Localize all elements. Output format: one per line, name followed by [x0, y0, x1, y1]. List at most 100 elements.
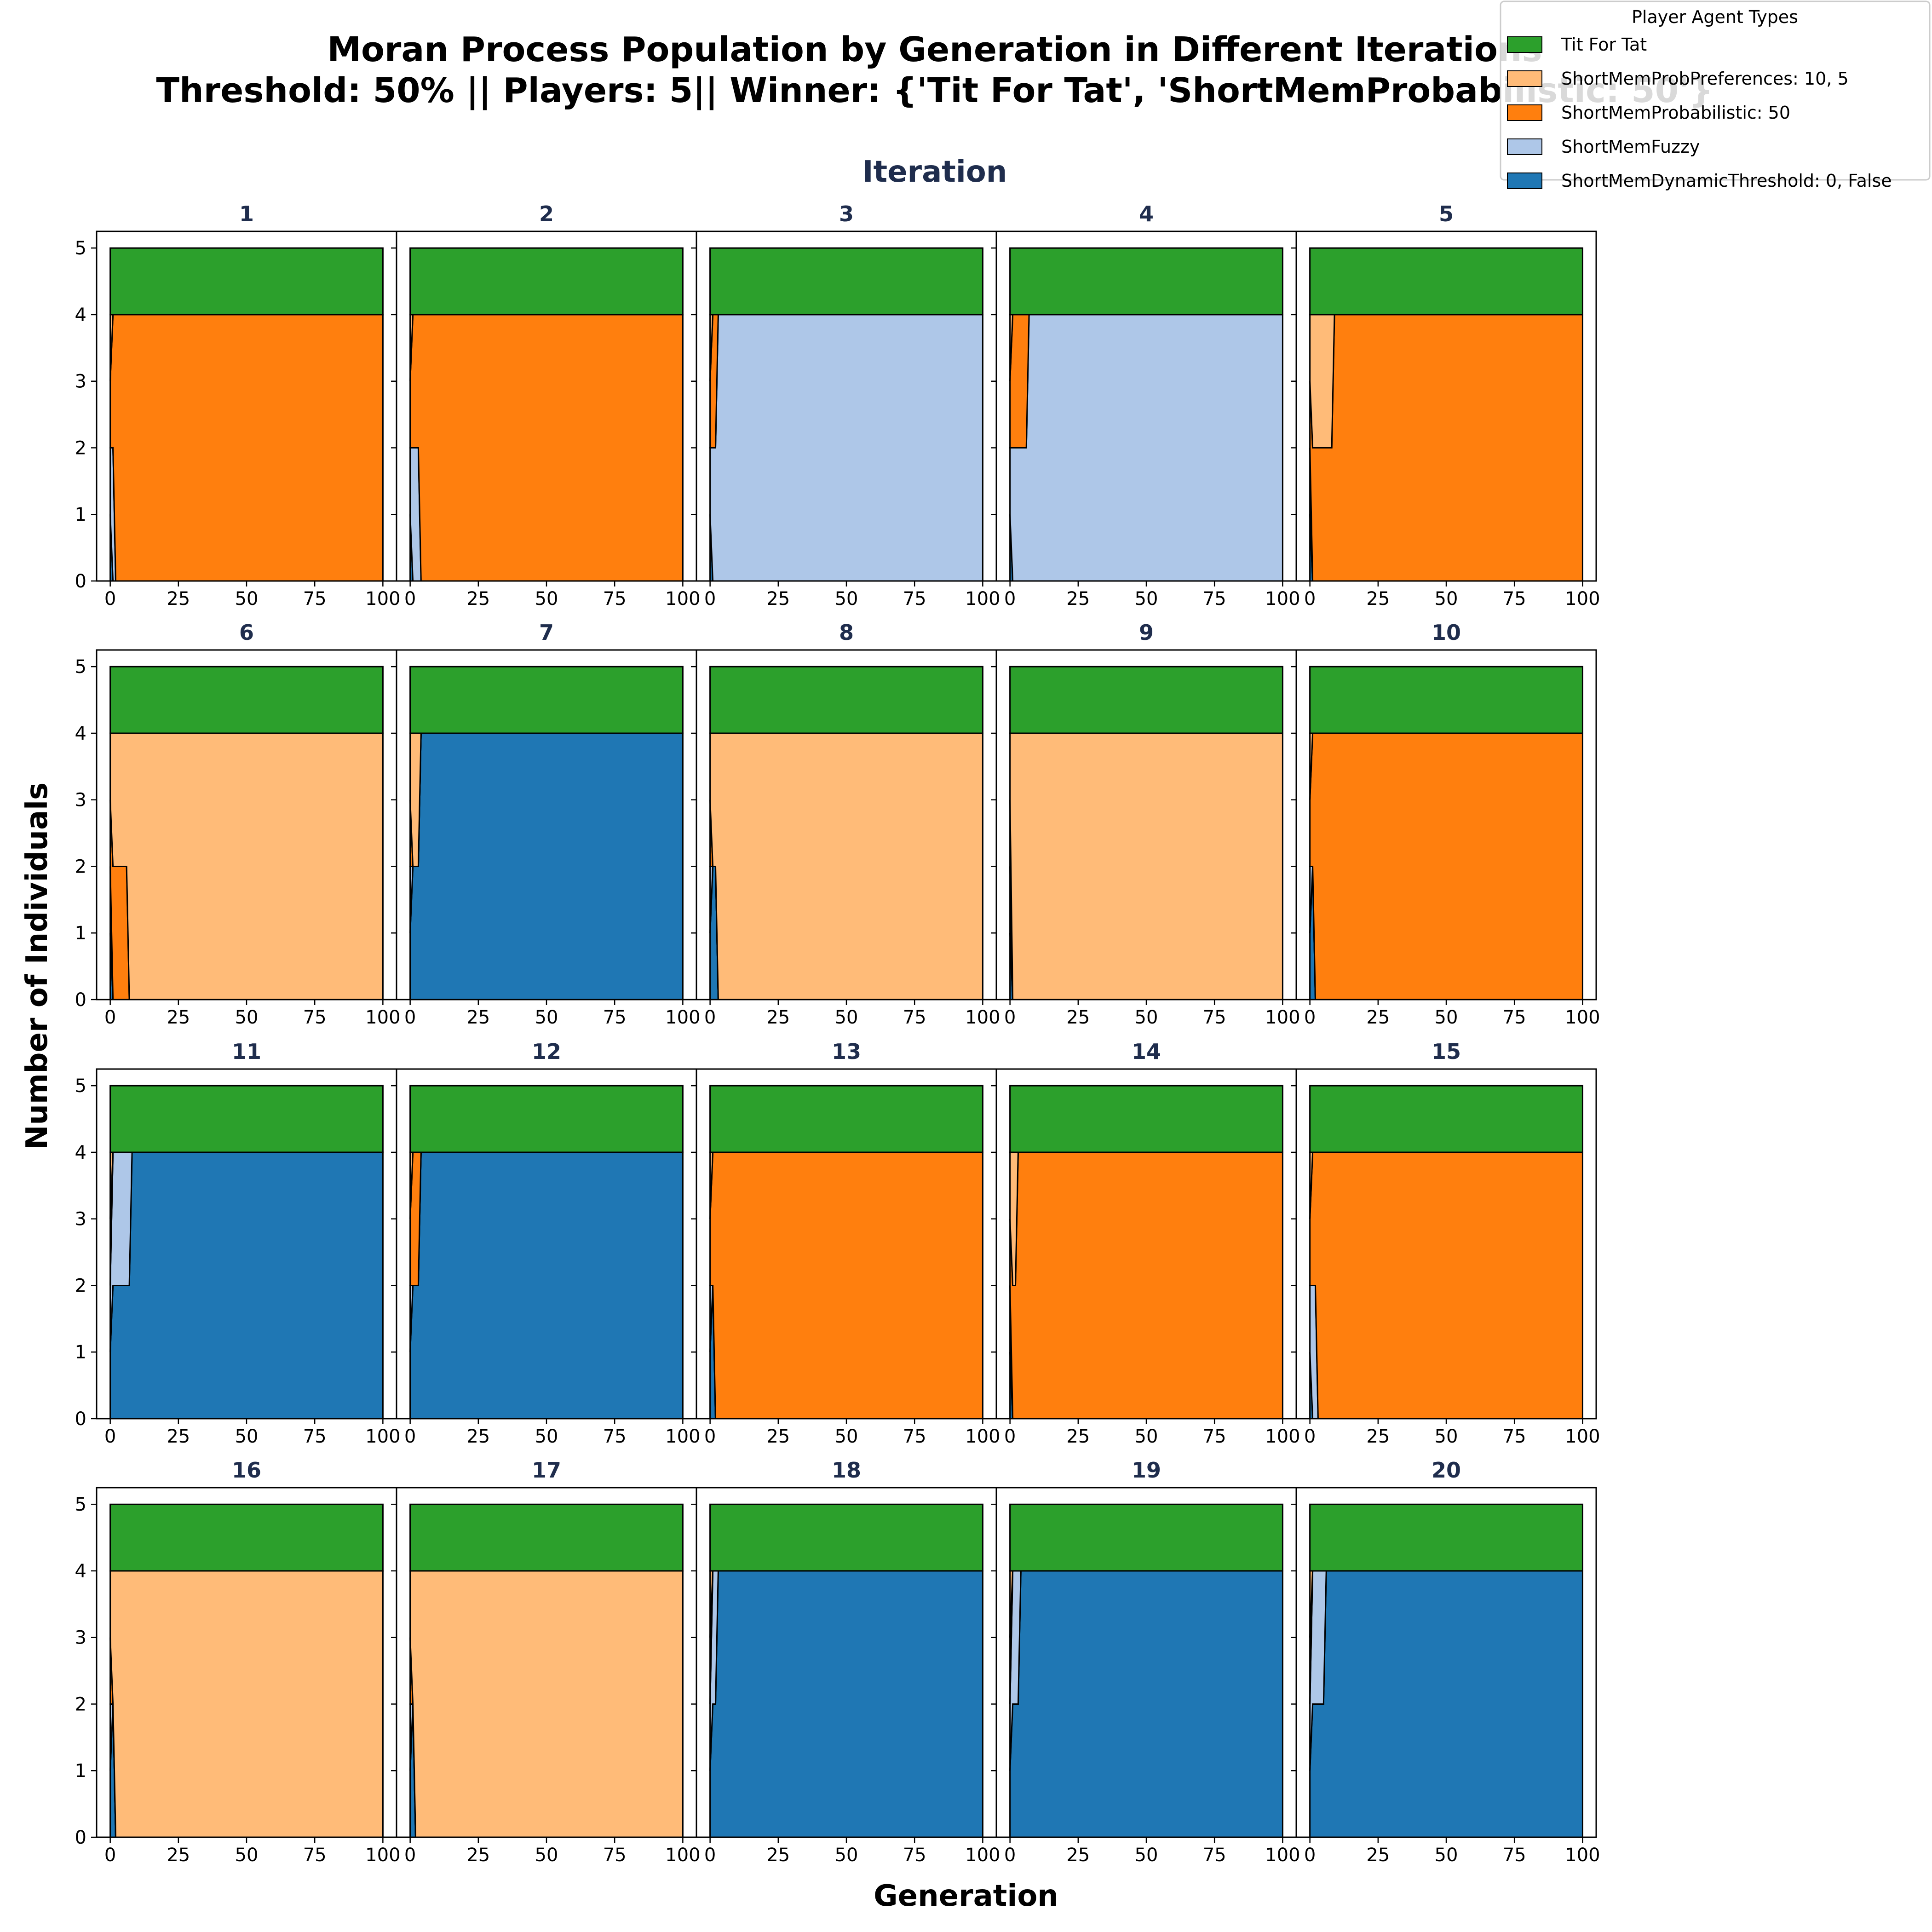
area-tit-for-tat	[1309, 247, 1583, 316]
area-tit-for-tat	[409, 666, 684, 734]
x-tick-label: 0	[704, 1845, 716, 1866]
area-tit-for-tat	[709, 1085, 983, 1153]
subplot-iteration-4: 0 25 50 75 100 4	[991, 201, 1300, 610]
x-tick-label: 50	[1435, 1007, 1458, 1028]
iteration-label: 16	[232, 1458, 261, 1483]
y-tick-label: 4	[75, 305, 86, 326]
area-shortmemprobabilistic	[1309, 732, 1583, 1000]
iteration-label: 15	[1432, 1039, 1461, 1064]
iteration-label: 20	[1432, 1458, 1461, 1483]
area-shortmemprobabilistic	[1009, 1151, 1283, 1420]
area-tit-for-tat	[709, 1503, 983, 1572]
x-tick-label: 50	[1135, 588, 1158, 610]
y-tick-label: 1	[75, 1342, 86, 1363]
area-shortmemdynamicthreshold	[409, 732, 684, 1000]
x-tick-label: 75	[903, 1426, 926, 1447]
x-tick-label: 50	[1435, 1426, 1458, 1447]
x-tick-label: 25	[466, 1845, 490, 1866]
x-tick-label: 25	[1366, 1845, 1390, 1866]
x-tick-label: 25	[1066, 588, 1090, 610]
x-tick-label: 25	[466, 1426, 490, 1447]
area-tit-for-tat	[1309, 666, 1583, 734]
x-tick-label: 0	[704, 588, 716, 610]
y-tick-label: 2	[75, 437, 86, 459]
x-tick-label: 25	[1366, 588, 1390, 610]
y-tick-label: 2	[75, 1694, 86, 1715]
area-shortmemprobabilistic	[409, 314, 684, 582]
x-tick-label: 50	[1435, 1845, 1458, 1866]
area-tit-for-tat	[109, 1085, 384, 1153]
x-tick-label: 25	[766, 1426, 790, 1447]
x-tick-label: 50	[535, 1426, 558, 1447]
x-tick-label: 0	[104, 588, 116, 610]
subplot-iteration-5: 0 25 50 75 100 5	[1291, 201, 1600, 610]
x-tick-label: 100	[1565, 1426, 1600, 1447]
x-tick-label: 25	[1366, 1007, 1390, 1028]
area-tit-for-tat	[409, 1085, 684, 1153]
iteration-label: 6	[239, 620, 254, 645]
x-tick-label: 50	[1435, 588, 1458, 610]
area-tit-for-tat	[1309, 1085, 1583, 1153]
x-tick-label: 75	[903, 1845, 926, 1866]
iteration-label: 4	[1139, 201, 1154, 226]
x-tick-label: 0	[1304, 1845, 1316, 1866]
x-tick-label: 0	[1004, 1426, 1016, 1447]
area-tit-for-tat	[709, 247, 983, 316]
legend-swatch	[1507, 172, 1542, 189]
y-tick-label: 1	[75, 1760, 86, 1782]
iteration-label: 19	[1132, 1458, 1161, 1483]
x-tick-label: 100	[665, 1007, 700, 1028]
iteration-label: 14	[1132, 1039, 1161, 1064]
x-tick-label: 100	[965, 1426, 1000, 1447]
y-tick-label: 5	[75, 1494, 86, 1515]
x-tick-label: 100	[965, 1007, 1000, 1028]
y-tick-label: 3	[75, 1209, 86, 1230]
iteration-label: 8	[839, 620, 854, 645]
area-tit-for-tat	[1309, 1503, 1583, 1572]
figure-title-line-1: Moran Process Population by Generation i…	[327, 30, 1542, 69]
y-tick-label: 0	[75, 1409, 86, 1430]
x-tick-label: 25	[766, 1845, 790, 1866]
area-shortmemprobpreferences	[409, 1570, 684, 1838]
y-tick-label: 4	[75, 1142, 86, 1163]
x-tick-label: 100	[1565, 588, 1600, 610]
y-tick-label: 4	[75, 723, 86, 744]
x-tick-label: 75	[303, 588, 327, 610]
x-tick-label: 25	[1066, 1007, 1090, 1028]
x-tick-label: 50	[535, 1845, 558, 1866]
x-tick-label: 100	[365, 1007, 400, 1028]
x-tick-label: 25	[167, 1845, 190, 1866]
y-tick-label: 0	[75, 571, 86, 592]
area-shortmemfuzzy	[709, 314, 983, 582]
x-tick-label: 0	[1004, 1007, 1016, 1028]
area-shortmemprobpreferences	[109, 1570, 384, 1838]
x-tick-label: 100	[1265, 1007, 1300, 1028]
y-tick-label: 1	[75, 923, 86, 944]
subplot-iteration-19: 0 25 50 75 100 19	[991, 1458, 1300, 1866]
area-shortmemprobpreferences	[109, 732, 384, 1000]
x-tick-label: 50	[835, 1007, 858, 1028]
x-tick-label: 50	[1135, 1426, 1158, 1447]
x-tick-label: 50	[835, 1845, 858, 1866]
area-tit-for-tat	[409, 247, 684, 316]
iteration-label: 12	[532, 1039, 561, 1064]
y-tick-label: 4	[75, 1561, 86, 1582]
x-axis-label: Generation	[874, 1879, 1058, 1913]
subplots-header: Iteration	[862, 155, 1007, 189]
x-tick-label: 75	[903, 588, 926, 610]
x-tick-label: 100	[1265, 1426, 1300, 1447]
x-tick-label: 25	[466, 588, 490, 610]
y-tick-label: 3	[75, 371, 86, 392]
legend-entries: Tit For Tat ShortMemProbPreferences: 10, …	[1507, 34, 1892, 191]
x-tick-label: 25	[167, 588, 190, 610]
subplot-iteration-6: 0 25 50 75 100 0 1 2 3 4 5 6	[75, 620, 401, 1028]
iteration-label: 9	[1139, 620, 1154, 645]
x-tick-label: 0	[704, 1426, 716, 1447]
area-shortmemprobabilistic	[1309, 314, 1583, 582]
area-tit-for-tat	[109, 247, 384, 316]
legend-swatch	[1507, 104, 1542, 121]
y-tick-label: 5	[75, 238, 86, 259]
x-tick-label: 0	[704, 1007, 716, 1028]
area-shortmemprobpreferences	[709, 732, 983, 1000]
subplot-iteration-10: 0 25 50 75 100 10	[1291, 620, 1600, 1028]
